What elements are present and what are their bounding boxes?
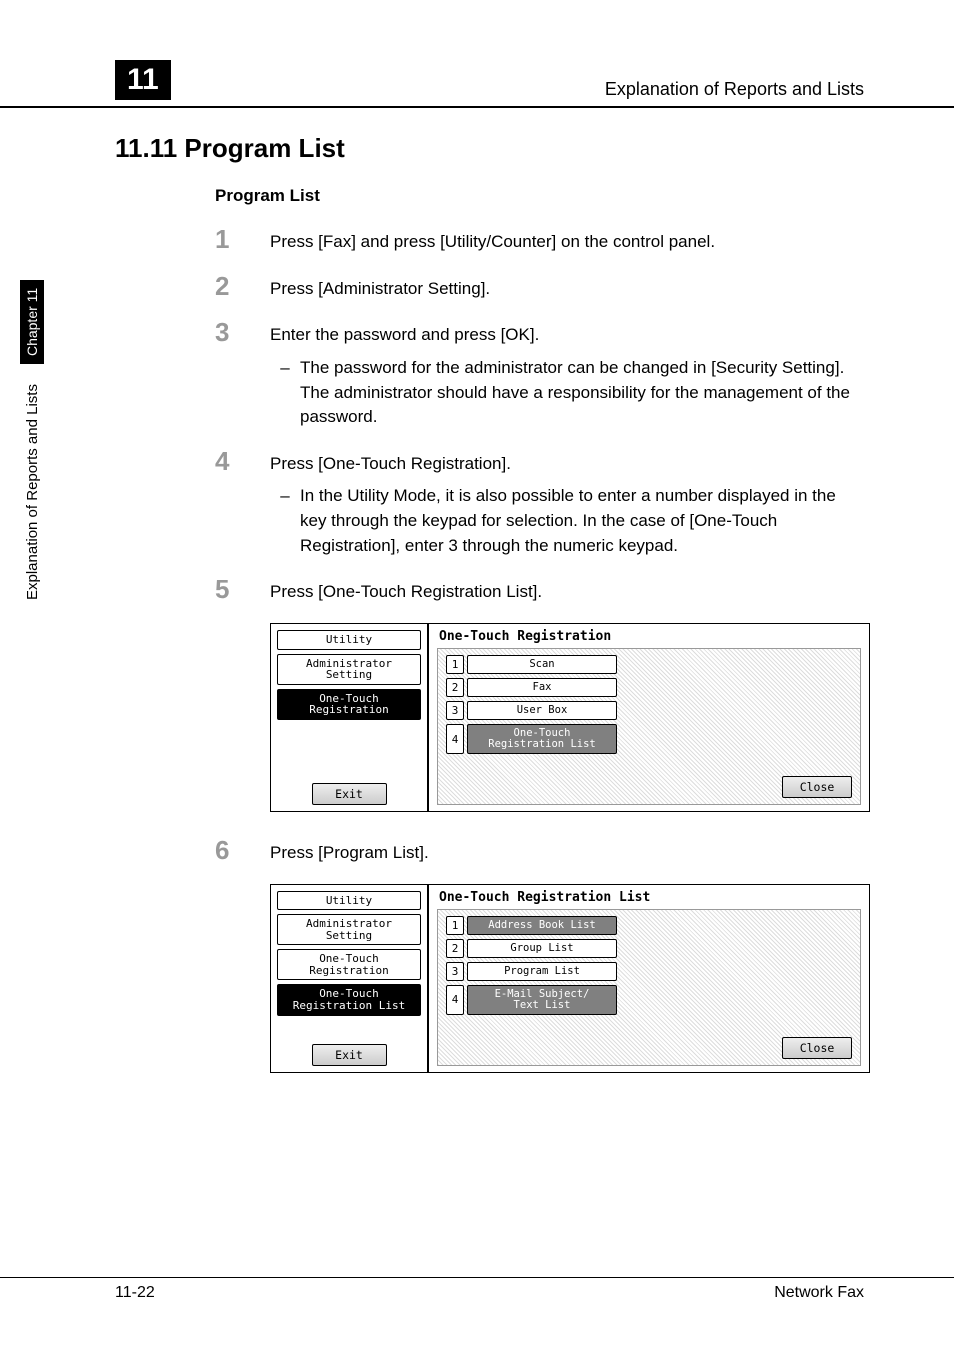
step-number: 4 (215, 448, 270, 559)
menu-item-fax[interactable]: 2 Fax (446, 678, 852, 697)
menu-number: 2 (446, 939, 464, 958)
menu-label: One-Touch Registration List (467, 724, 617, 754)
side-vertical-tab: Explanation of Reports and Lists Chapter… (20, 280, 44, 600)
step-6: 6 Press [Program List]. (215, 837, 864, 866)
panel-title: One-Touch Registration List (437, 890, 861, 905)
step-text: Press [Administrator Setting]. (270, 273, 490, 302)
step-text: Press [One-Touch Registration List]. (270, 576, 542, 605)
menu-number: 1 (446, 655, 464, 674)
menu-item-group-list[interactable]: 2 Group List (446, 939, 852, 958)
breadcrumb-admin-setting[interactable]: Administrator Setting (277, 654, 421, 685)
breadcrumb-reg-list[interactable]: One-Touch Registration List (277, 984, 421, 1015)
dash-icon: – (270, 356, 300, 430)
menu-number: 3 (446, 962, 464, 981)
dash-icon: – (270, 484, 300, 558)
step-number: 2 (215, 273, 270, 302)
menu-number: 4 (446, 724, 464, 754)
page-header: 11 Explanation of Reports and Lists (0, 60, 954, 108)
menu-label: User Box (467, 701, 617, 720)
step-number: 3 (215, 319, 270, 430)
section-title: 11.11 Program List (115, 133, 864, 164)
exit-button[interactable]: Exit (312, 783, 387, 805)
device-screenshot-2: Utility Administrator Setting One-Touch … (270, 884, 870, 1073)
panel-title: One-Touch Registration (437, 629, 861, 644)
menu-item-reg-list[interactable]: 4 One-Touch Registration List (446, 724, 852, 754)
step-5: 5 Press [One-Touch Registration List]. (215, 576, 864, 605)
step-number: 6 (215, 837, 270, 866)
menu-label: Group List (467, 939, 617, 958)
breadcrumb-one-touch-reg[interactable]: One-Touch Registration (277, 949, 421, 980)
menu-label: Address Book List (467, 916, 617, 935)
menu-item-scan[interactable]: 1 Scan (446, 655, 852, 674)
device-screenshot-1: Utility Administrator Setting One-Touch … (270, 623, 870, 812)
menu-item-email-subject[interactable]: 4 E-Mail Subject/ Text List (446, 985, 852, 1015)
sub-step-text: The password for the administrator can b… (300, 356, 864, 430)
breadcrumb-one-touch-reg[interactable]: One-Touch Registration (277, 689, 421, 720)
step-text: Press [One-Touch Registration]. (270, 454, 511, 473)
menu-number: 1 (446, 916, 464, 935)
header-title: Explanation of Reports and Lists (605, 79, 864, 100)
menu-label: E-Mail Subject/ Text List (467, 985, 617, 1015)
chapter-number: 11 (115, 60, 171, 100)
footer-page-number: 11-22 (115, 1284, 155, 1302)
menu-number: 4 (446, 985, 464, 1015)
breadcrumb-admin-setting[interactable]: Administrator Setting (277, 914, 421, 945)
menu-item-user-box[interactable]: 3 User Box (446, 701, 852, 720)
breadcrumb-utility[interactable]: Utility (277, 891, 421, 911)
side-tab-label: Explanation of Reports and Lists (24, 384, 41, 600)
close-button[interactable]: Close (782, 776, 852, 798)
subsection-title: Program List (215, 186, 864, 206)
menu-number: 2 (446, 678, 464, 697)
step-number: 5 (215, 576, 270, 605)
page-footer: 11-22 Network Fax (0, 1277, 954, 1302)
side-tab-chapter: Chapter 11 (20, 280, 44, 364)
footer-doc-name: Network Fax (774, 1284, 864, 1302)
step-1: 1 Press [Fax] and press [Utility/Counter… (215, 226, 864, 255)
menu-item-program-list[interactable]: 3 Program List (446, 962, 852, 981)
close-button[interactable]: Close (782, 1037, 852, 1059)
exit-button[interactable]: Exit (312, 1044, 387, 1066)
step-text: Press [Program List]. (270, 837, 429, 866)
sub-step-text: In the Utility Mode, it is also possible… (300, 484, 864, 558)
step-3: 3 Enter the password and press [OK]. – T… (215, 319, 864, 430)
step-number: 1 (215, 226, 270, 255)
step-text: Press [Fax] and press [Utility/Counter] … (270, 226, 715, 255)
menu-label: Scan (467, 655, 617, 674)
menu-label: Program List (467, 962, 617, 981)
step-text: Enter the password and press [OK]. (270, 325, 539, 344)
step-2: 2 Press [Administrator Setting]. (215, 273, 864, 302)
menu-number: 3 (446, 701, 464, 720)
breadcrumb-utility[interactable]: Utility (277, 630, 421, 650)
menu-item-address-book[interactable]: 1 Address Book List (446, 916, 852, 935)
menu-label: Fax (467, 678, 617, 697)
step-4: 4 Press [One-Touch Registration]. – In t… (215, 448, 864, 559)
